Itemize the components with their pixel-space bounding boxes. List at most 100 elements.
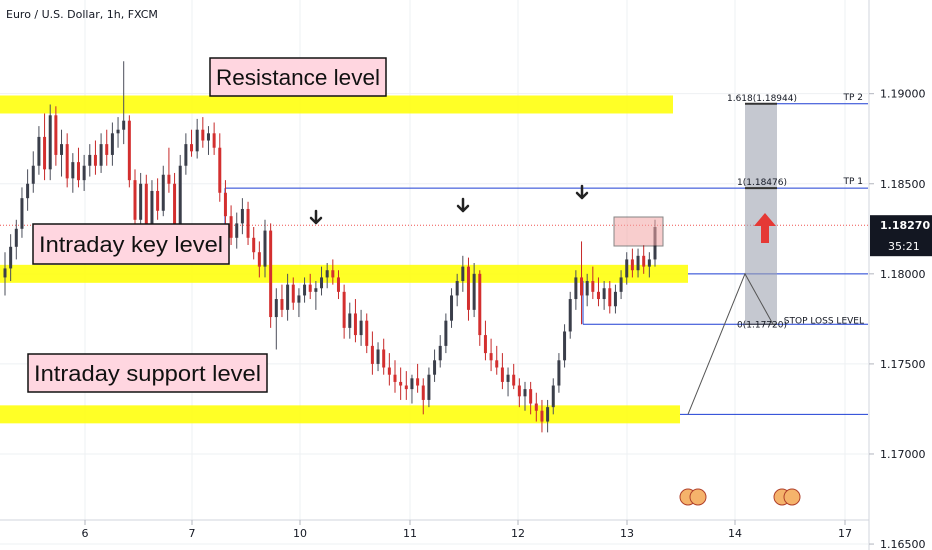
- candle-body: [3, 268, 7, 278]
- candle-body: [26, 183, 30, 199]
- candle-body: [167, 174, 171, 184]
- candle-body: [387, 367, 391, 375]
- candle-body: [500, 367, 504, 382]
- candle: [246, 201, 250, 246]
- candle: [433, 349, 437, 382]
- candle: [642, 245, 646, 274]
- candle: [455, 273, 459, 307]
- candle: [274, 288, 278, 350]
- level-label-text: Resistance level: [216, 65, 380, 90]
- candle-body: [596, 291, 600, 300]
- candle: [314, 281, 318, 310]
- candle-body: [461, 266, 465, 282]
- candle-body: [455, 281, 459, 296]
- candle: [252, 226, 256, 260]
- fib-tag: TP 1: [842, 177, 863, 187]
- candle-body: [246, 208, 250, 238]
- symbol-title: Euro / U.S. Dollar, 1h, FXCM: [6, 8, 158, 21]
- candle: [568, 291, 572, 339]
- candle-body: [336, 277, 340, 292]
- candle-body: [325, 270, 329, 278]
- candle: [647, 252, 651, 278]
- candle-body: [404, 385, 408, 390]
- arrow-down-icon: [309, 209, 323, 225]
- y-tick-label: 1.17000: [880, 448, 926, 461]
- candle: [167, 147, 171, 193]
- candle-body: [127, 120, 131, 181]
- candle: [483, 320, 487, 361]
- candle-body: [173, 183, 177, 235]
- candle: [235, 212, 239, 249]
- candle-body: [161, 174, 165, 211]
- candle: [71, 153, 75, 193]
- candle-body: [144, 183, 148, 227]
- candle: [14, 219, 18, 260]
- fib-label: 1(1.18476): [737, 178, 787, 188]
- candle: [99, 133, 103, 173]
- candle-body: [212, 133, 216, 148]
- candle: [336, 270, 340, 300]
- candle: [48, 104, 52, 181]
- fib-tag: STOP LOSS LEVEL: [784, 316, 864, 326]
- y-tick-label: 1.18500: [880, 178, 926, 191]
- candle-body: [201, 129, 205, 141]
- x-tick-label: 6: [82, 527, 89, 540]
- candle: [472, 263, 476, 318]
- candle-body: [540, 410, 544, 422]
- candle-body: [71, 162, 75, 179]
- candle: [613, 284, 617, 314]
- candle: [387, 353, 391, 386]
- candle-body: [433, 360, 437, 375]
- candle-body: [619, 277, 623, 292]
- arrow-down-icon: [456, 197, 470, 213]
- candle-body: [82, 165, 86, 181]
- candle: [342, 284, 346, 339]
- candle-body: [184, 144, 188, 166]
- candle-body: [642, 255, 646, 267]
- candle-body: [444, 320, 448, 346]
- countdown-label: 35:21: [888, 240, 920, 253]
- candle: [580, 241, 584, 325]
- candle: [280, 284, 284, 318]
- candle: [93, 140, 97, 175]
- target-box: [745, 103, 777, 325]
- candle-body: [410, 378, 414, 390]
- candle-body: [551, 385, 555, 408]
- arrow-up-icon: [754, 213, 776, 243]
- candle: [156, 178, 160, 220]
- candle-body: [178, 165, 182, 235]
- candle: [546, 399, 550, 433]
- candle-body: [636, 255, 640, 271]
- candle: [20, 187, 24, 238]
- candle: [466, 257, 470, 321]
- candle: [184, 133, 188, 175]
- candle: [517, 378, 521, 408]
- candle: [43, 113, 47, 181]
- candle: [370, 331, 374, 375]
- y-tick-label: 1.16500: [880, 538, 926, 550]
- candle-body: [274, 299, 278, 318]
- fib-tag: TP 2: [842, 93, 863, 103]
- candle: [410, 374, 414, 404]
- trend-line: [687, 272, 774, 415]
- candle: [359, 309, 363, 346]
- candle-body: [489, 353, 493, 361]
- candle-body: [557, 360, 561, 386]
- candle-body: [240, 208, 244, 224]
- candle: [353, 299, 357, 343]
- candle-body: [466, 266, 470, 310]
- candle: [229, 205, 233, 246]
- candle-body: [591, 281, 595, 292]
- level-band: [0, 405, 680, 424]
- candle: [325, 263, 329, 289]
- candle-body: [376, 349, 380, 364]
- candle: [257, 241, 261, 278]
- price-badge: [870, 215, 932, 257]
- candle-body: [88, 154, 92, 166]
- candle: [116, 117, 120, 148]
- x-tick-label: 10: [293, 527, 307, 540]
- candle: [127, 115, 131, 188]
- candle-body: [399, 381, 403, 386]
- y-tick-label: 1.18000: [880, 268, 926, 281]
